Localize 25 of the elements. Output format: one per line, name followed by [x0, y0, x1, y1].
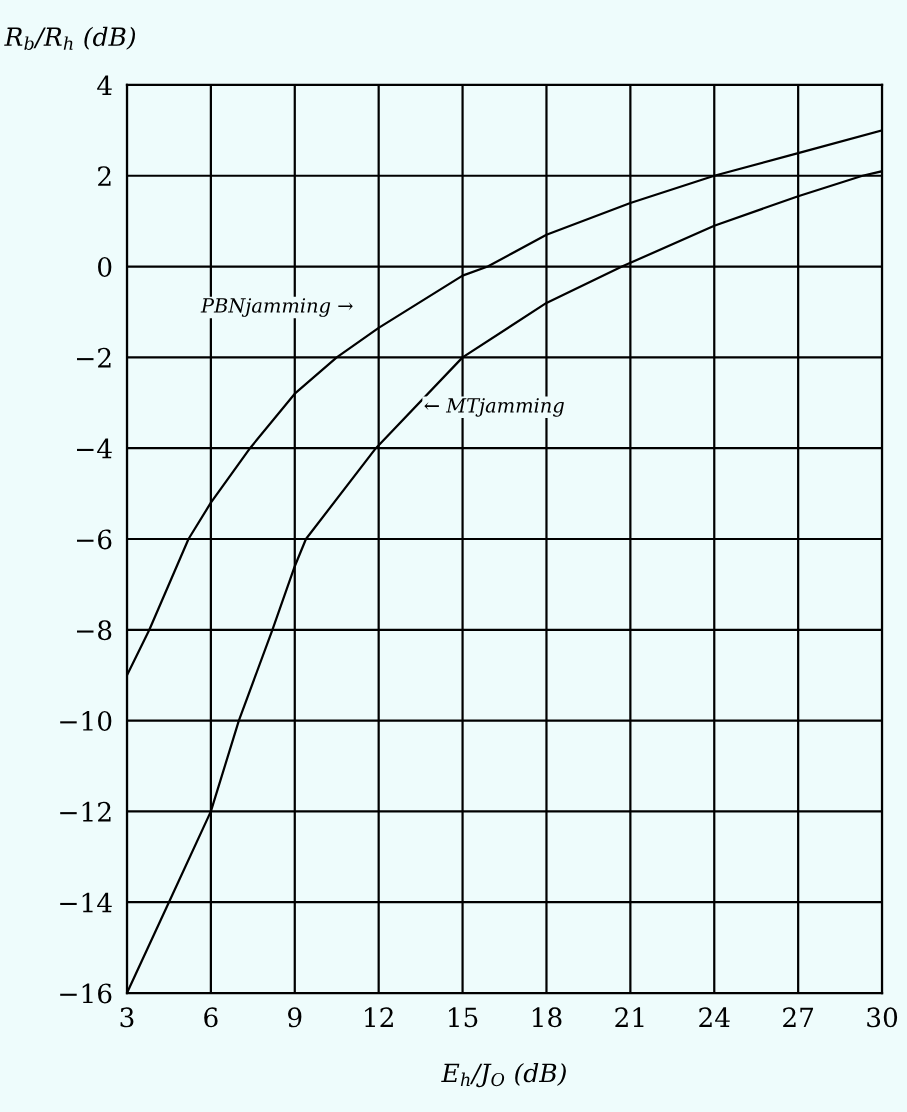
- x-tick-label: 27: [783, 1007, 814, 1027]
- y-tick-label: −10: [60, 711, 112, 731]
- annotation: ← MTjamming: [424, 398, 564, 417]
- y-tick-label: −14: [60, 892, 112, 913]
- y-tick-label: −16: [60, 983, 112, 1004]
- x-tick-label: 21: [615, 1007, 644, 1027]
- y-axis-title: R$_{b}$/R$_{h}$ (dB): [4, 26, 136, 50]
- y-tick-label: 0: [98, 257, 112, 277]
- x-tick-label: 6: [204, 1007, 218, 1028]
- x-tick-label: 30: [867, 1007, 898, 1028]
- x-tick-label: 15: [449, 1007, 478, 1028]
- y-tick-label: −2: [76, 347, 111, 368]
- y-tick-label: −8: [76, 620, 112, 641]
- x-tick-label: 24: [699, 1007, 730, 1027]
- y-tick-label: −6: [76, 529, 112, 550]
- y-tick-label: 2: [98, 166, 111, 186]
- y-tick-label: −12: [60, 801, 111, 822]
- x-tick-label: 9: [288, 1007, 302, 1028]
- annotation: PBNjamming →: [200, 298, 353, 317]
- x-tick-label: 3: [120, 1007, 134, 1028]
- x-axis-title: E$_{h}$/J$_{O}$ (dB): [441, 1063, 566, 1088]
- y-tick-label: 4: [97, 75, 112, 95]
- y-tick-label: −4: [76, 438, 112, 459]
- x-tick-label: 12: [365, 1007, 393, 1027]
- x-tick-label: 18: [532, 1007, 562, 1028]
